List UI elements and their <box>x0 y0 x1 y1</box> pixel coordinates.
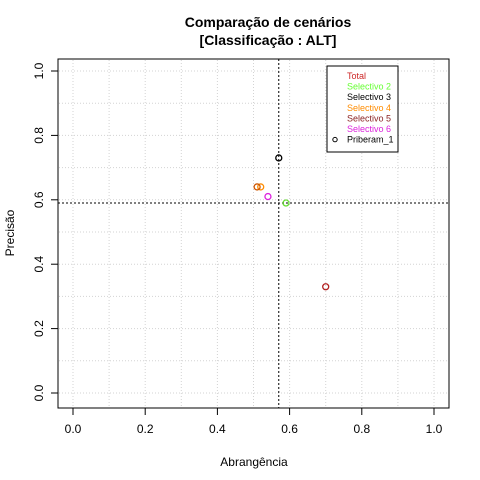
legend-entry: Priberam_1 <box>347 135 394 145</box>
x-tick-label: 0.2 <box>137 422 154 436</box>
y-tick-label: 0.8 <box>32 127 46 144</box>
y-axis-label: Precisão <box>3 209 17 256</box>
x-tick-label: 0.6 <box>281 422 298 436</box>
data-point <box>264 192 272 201</box>
reference-lines <box>58 59 449 408</box>
data-point <box>322 283 330 291</box>
data-points <box>253 154 330 291</box>
x-tick-label: 0.4 <box>209 422 226 436</box>
x-tick-label: 1.0 <box>426 422 443 436</box>
x-axis-label: Abrangência <box>220 455 288 469</box>
x-tick-label: 0.8 <box>353 422 370 436</box>
y-axis: 0.0 0.2 0.4 0.6 0.8 1.0 <box>32 62 59 401</box>
chart-title: Comparação de cenários <box>185 14 352 30</box>
legend-entry: Selectivo 4 <box>347 103 391 113</box>
legend-entry: Selectivo 2 <box>347 82 391 92</box>
data-point <box>282 199 290 207</box>
x-tick-label: 0.0 <box>65 422 82 436</box>
data-point <box>275 154 283 162</box>
legend-marker <box>332 136 338 143</box>
chart-subtitle: [Classificação : ALT] <box>200 32 337 48</box>
y-tick-label: 0.6 <box>32 191 46 208</box>
y-tick-label: 0.0 <box>32 384 46 401</box>
data-point <box>253 183 261 191</box>
legend-entry: Selectivo 6 <box>347 124 391 134</box>
legend-entry: Total <box>347 71 366 81</box>
legend-box <box>326 65 399 153</box>
y-tick-label: 0.4 <box>32 256 46 273</box>
legend-entry: Selectivo 5 <box>347 113 391 123</box>
data-point <box>257 183 265 191</box>
legend-entry: Selectivo 3 <box>347 92 391 102</box>
y-tick-label: 1.0 <box>32 62 46 79</box>
y-tick-label: 0.2 <box>32 320 46 337</box>
x-axis: 0.0 0.2 0.4 0.6 0.8 1.0 <box>65 407 443 436</box>
